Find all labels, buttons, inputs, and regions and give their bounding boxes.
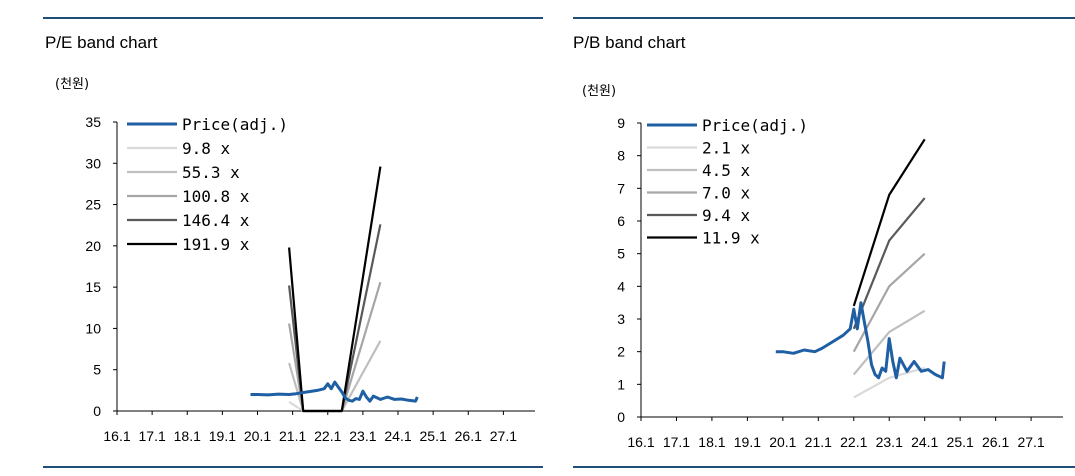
bottom-rule bbox=[573, 466, 1075, 468]
x-tick-label: 23.1 bbox=[349, 428, 376, 444]
y-tick-label: 5 bbox=[617, 246, 625, 262]
series-line-1 bbox=[288, 400, 304, 412]
y-tick-label: 3 bbox=[617, 311, 625, 327]
pe-band-panel: P/E band chart (천원) 0 5 10 15 20 25 30 35 16.1 17… bbox=[43, 17, 543, 468]
legend-label: 191.9 x bbox=[182, 235, 250, 254]
x-tick-label: 18.1 bbox=[174, 428, 201, 444]
x-tick-label: 26.1 bbox=[455, 428, 482, 444]
series-line-0 bbox=[775, 301, 946, 380]
y-tick-label: 9 bbox=[617, 115, 625, 131]
y-tick-label: 15 bbox=[85, 279, 101, 295]
y-tick-label: 0 bbox=[93, 403, 101, 419]
pb-band-chart: 0 1 2 3 4 5 6 7 8 9 16.1 17.1 18.1 19.1 20.1 21.1 22.1 23… bbox=[617, 115, 1063, 450]
x-tick-label: 26.1 bbox=[982, 434, 1009, 450]
x-tick-label: 17.1 bbox=[663, 434, 690, 450]
x-tick-label: 17.1 bbox=[139, 428, 166, 444]
series-line-4 bbox=[852, 197, 926, 330]
y-tick-label: 35 bbox=[85, 114, 101, 130]
x-tick-label: 23.1 bbox=[876, 434, 903, 450]
x-tick-label: 19.1 bbox=[734, 434, 761, 450]
series-line-0 bbox=[250, 380, 419, 403]
legend-label: 2.1 x bbox=[702, 139, 751, 158]
legend-label: 55.3 x bbox=[182, 163, 240, 182]
y-tick-label: 10 bbox=[85, 320, 101, 336]
legend-label: 9.8 x bbox=[182, 139, 231, 158]
y-tick-label: 20 bbox=[85, 238, 101, 254]
series-line-1 bbox=[853, 366, 925, 399]
x-tick-label: 25.1 bbox=[947, 434, 974, 450]
x-tick-label: 21.1 bbox=[279, 428, 306, 444]
x-tick-label: 20.1 bbox=[244, 428, 271, 444]
series-line-5 bbox=[288, 166, 382, 413]
y-tick-label: 1 bbox=[617, 376, 625, 392]
unit-label: (천원) bbox=[582, 84, 617, 99]
legend-label: 100.8 x bbox=[182, 187, 250, 206]
legend-label: 146.4 x bbox=[182, 211, 250, 230]
legend-label: Price(adj.) bbox=[702, 116, 808, 135]
y-tick-label: 6 bbox=[617, 213, 625, 229]
y-tick-label: 4 bbox=[617, 278, 625, 294]
legend-label: Price(adj.) bbox=[182, 115, 288, 134]
top-rule bbox=[43, 17, 543, 19]
y-tick-label: 30 bbox=[85, 155, 101, 171]
top-rule bbox=[573, 17, 1075, 19]
series-line-5 bbox=[852, 138, 926, 307]
y-tick-label: 7 bbox=[617, 180, 625, 196]
y-tick-label: 0 bbox=[617, 409, 625, 425]
x-tick-label: 22.1 bbox=[314, 428, 341, 444]
x-tick-label: 16.1 bbox=[627, 434, 654, 450]
y-tick-label: 8 bbox=[617, 148, 625, 164]
chart-title: P/B band chart bbox=[573, 33, 686, 52]
legend-label: 7.0 x bbox=[702, 184, 751, 203]
x-tick-label: 25.1 bbox=[420, 428, 447, 444]
chart-title: P/E band chart bbox=[45, 33, 158, 52]
x-tick-label: 24.1 bbox=[384, 428, 411, 444]
x-tick-label: 21.1 bbox=[805, 434, 832, 450]
x-tick-label: 27.1 bbox=[1017, 434, 1044, 450]
y-tick-label: 2 bbox=[617, 344, 625, 360]
x-tick-label: 20.1 bbox=[769, 434, 796, 450]
pb-band-panel: P/B band chart (천원) 0 1 2 3 4 5 6 7 8 9 16.1 17.1 18… bbox=[568, 0, 1075, 476]
x-tick-label: 18.1 bbox=[698, 434, 725, 450]
x-tick-label: 27.1 bbox=[490, 428, 517, 444]
x-tick-label: 16.1 bbox=[103, 428, 130, 444]
legend-label: 4.5 x bbox=[702, 161, 751, 180]
legend-label: 11.9 x bbox=[702, 229, 760, 248]
legend-label: 9.4 x bbox=[702, 206, 751, 225]
pe-band-chart: 0 5 10 15 20 25 30 35 16.1 17.1 18.1 19.1 20.1 21.1 22… bbox=[85, 114, 535, 444]
x-tick-label: 19.1 bbox=[209, 428, 236, 444]
y-tick-label: 5 bbox=[93, 362, 101, 378]
unit-label: (천원) bbox=[55, 77, 90, 92]
x-tick-label: 24.1 bbox=[911, 434, 938, 450]
series-line-2 bbox=[852, 309, 926, 376]
bottom-rule bbox=[43, 466, 543, 468]
y-tick-label: 25 bbox=[85, 197, 101, 213]
x-tick-label: 22.1 bbox=[840, 434, 867, 450]
